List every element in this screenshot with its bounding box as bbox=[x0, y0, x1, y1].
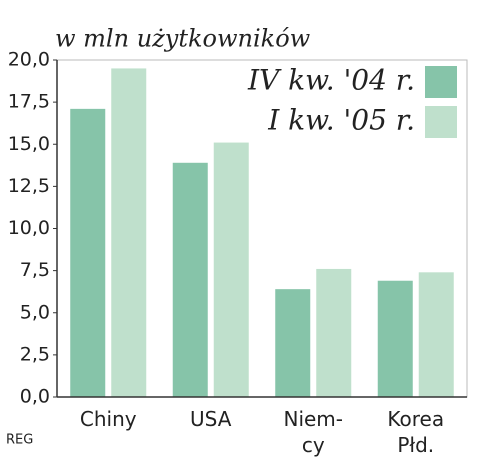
bar bbox=[377, 280, 413, 397]
x-tick-line: Płd. bbox=[397, 433, 434, 457]
legend-swatch bbox=[425, 66, 457, 98]
x-tick-label: Chiny bbox=[80, 407, 137, 431]
bar bbox=[316, 268, 352, 397]
x-tick-line: Chiny bbox=[80, 407, 137, 431]
x-tick-label: Niem-cy bbox=[283, 407, 343, 457]
x-tick-line: cy bbox=[302, 433, 325, 457]
legend-label: I kw. '05 r. bbox=[267, 104, 415, 137]
x-tick-line: USA bbox=[190, 407, 232, 431]
legend-swatch bbox=[425, 106, 457, 138]
y-tick-label: 17,5 bbox=[8, 91, 50, 113]
y-tick-label: 7,5 bbox=[20, 259, 50, 281]
bar bbox=[70, 108, 106, 398]
x-tick-label: Korea Płd. bbox=[387, 407, 444, 457]
bar bbox=[418, 272, 454, 397]
y-tick-label: 10,0 bbox=[8, 217, 50, 239]
bar bbox=[213, 142, 249, 397]
source: REG bbox=[6, 433, 33, 448]
y-tick-label: 2,5 bbox=[20, 343, 50, 365]
bar bbox=[111, 68, 147, 398]
y-tick-label: 12,5 bbox=[8, 175, 50, 197]
bar bbox=[172, 162, 208, 397]
x-tick-label: USA bbox=[190, 407, 232, 431]
y-tick-label: 0,0 bbox=[20, 386, 50, 408]
x-tick-line: Korea bbox=[387, 407, 444, 431]
x-tick-line: Niem- bbox=[283, 407, 343, 431]
y-tick-label: 20,0 bbox=[8, 49, 50, 71]
chart-title: w mln użytkowników bbox=[55, 25, 311, 53]
y-tick-label: 5,0 bbox=[20, 301, 50, 323]
legend-label: IV kw. '04 r. bbox=[247, 64, 415, 97]
y-tick-label: 15,0 bbox=[8, 133, 50, 155]
bar bbox=[275, 289, 311, 397]
